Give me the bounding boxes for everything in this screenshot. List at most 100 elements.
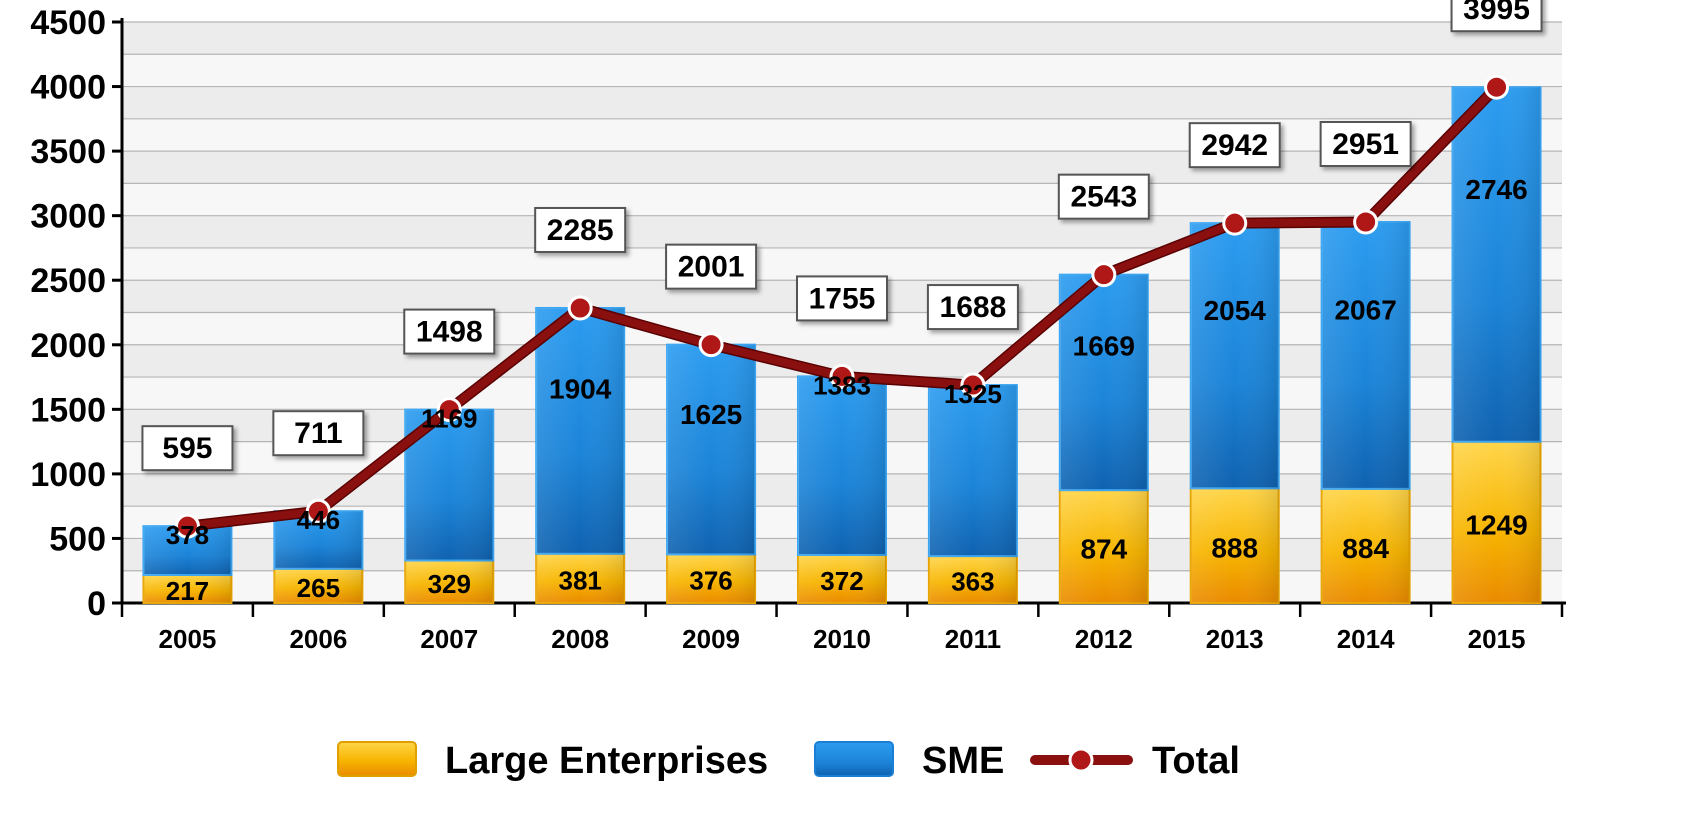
x-tick-label: 2012: [1075, 624, 1133, 654]
grid-band: [122, 183, 1562, 216]
label-sme-2015: 2746: [1465, 174, 1527, 205]
label-large-enterprises-2009: 376: [689, 566, 732, 596]
total-point-2013: [1222, 210, 1248, 236]
label-sme-2011: 1325: [944, 379, 1002, 409]
total-label-box-2015: [1450, 0, 1543, 33]
label-total-2014: 2951: [1332, 128, 1399, 161]
total-label-box-2009: [665, 243, 758, 290]
total-point-2014: [1353, 209, 1379, 235]
bar-shading-2010: [798, 376, 886, 603]
grid-band: [122, 54, 1562, 87]
label-large-enterprises-2005: 217: [166, 576, 209, 606]
label-total-2010: 1755: [809, 282, 876, 315]
x-tick-label: 2008: [551, 624, 609, 654]
label-large-enterprises-2013: 888: [1211, 533, 1258, 564]
x-tick-label: 2014: [1337, 624, 1395, 654]
total-label-box-2011: [926, 284, 1019, 331]
label-total-2009: 2001: [678, 251, 745, 284]
bar-shading-2007: [405, 409, 494, 603]
label-sme-2010: 1383: [813, 370, 871, 400]
legend-label-large-enterprises: Large Enterprises: [445, 740, 768, 782]
legend-swatch-total-marker: [1068, 747, 1094, 773]
label-total-2006: 711: [294, 417, 342, 450]
axes: 0 500 1000 1500 2000 2500 3000 3500 4000 4500 2005…: [30, 4, 1566, 654]
total-point-2011: [960, 372, 986, 398]
bar-shading-2014: [1321, 221, 1410, 604]
label-total-2005: 595: [162, 432, 212, 465]
x-tick-label: 2009: [682, 624, 740, 654]
total-point-2009: [698, 332, 724, 358]
label-sme-2007: 1169: [421, 404, 477, 434]
legend-label-total: Total: [1152, 740, 1240, 782]
label-total-2013: 2942: [1201, 129, 1268, 162]
total-label-box-2010: [796, 275, 888, 322]
total-point-2008: [567, 295, 593, 321]
label-total-2011: 1688: [940, 291, 1007, 324]
x-tick-label: 2015: [1468, 624, 1526, 654]
legend-label-sme: SME: [922, 740, 1004, 782]
label-sme-2008: 1904: [549, 374, 612, 405]
label-large-enterprises-2006: 265: [297, 573, 340, 603]
bar-shading-2011: [928, 385, 1017, 603]
y-tick-label: 1500: [30, 391, 106, 429]
bar-shading-2015: [1452, 87, 1541, 603]
label-sme-2009: 1625: [680, 399, 742, 430]
total-label-box-2013: [1188, 122, 1281, 169]
bar-shading-2008: [536, 307, 625, 603]
grid-band: [122, 86, 1562, 119]
y-tick-label: 2000: [30, 327, 106, 365]
label-large-enterprises-2010: 372: [820, 566, 863, 596]
x-tick-label: 2011: [945, 624, 1001, 654]
x-tick-label: 2006: [289, 624, 347, 654]
total-label-box-2014: [1319, 120, 1412, 167]
total-point-2006: [305, 498, 331, 524]
total-point-2005: [174, 513, 200, 539]
total-label-box-2007: [403, 308, 496, 355]
total-label-box-2006: [272, 410, 365, 457]
legend-swatch-large-enterprises: [337, 741, 417, 777]
label-total-2015: 3995: [1463, 0, 1530, 26]
label-large-enterprises-2011: 363: [951, 567, 994, 597]
total-point-2010: [829, 363, 855, 389]
total-line: [174, 74, 1510, 539]
y-tick-label: 1000: [30, 456, 106, 494]
label-sme-2014: 2067: [1334, 294, 1396, 325]
y-tick-label: 2500: [30, 262, 106, 300]
label-sme-2012: 1669: [1073, 331, 1135, 362]
grid-band: [122, 22, 1562, 55]
label-large-enterprises-2008: 381: [558, 565, 601, 595]
y-tick-label: 3000: [30, 198, 106, 236]
bar-shading-2005: [143, 526, 232, 603]
x-tick-label: 2005: [159, 624, 217, 654]
bar-shading-2013: [1190, 223, 1279, 604]
y-tick-label: 500: [49, 520, 106, 558]
total-point-2015: [1484, 74, 1510, 100]
y-tick-label: 4000: [30, 69, 106, 107]
label-large-enterprises-2007: 329: [428, 569, 471, 599]
label-total-2012: 2543: [1070, 181, 1137, 214]
legend: Large Enterprises SME Total: [337, 740, 1240, 782]
bar-shading-2006: [274, 511, 363, 603]
label-sme-2006: 446: [297, 505, 340, 535]
label-total-2007: 1498: [416, 316, 483, 349]
bar-shading-2009: [667, 344, 756, 603]
total-label-box-2012: [1057, 173, 1150, 220]
label-large-enterprises-2015: 1249: [1465, 509, 1527, 540]
label-large-enterprises-2012: 874: [1080, 534, 1127, 565]
y-tick-label: 3500: [30, 133, 106, 171]
label-sme-2013: 2054: [1204, 295, 1267, 326]
x-tick-label: 2013: [1206, 624, 1264, 654]
label-total-2008: 2285: [547, 214, 614, 247]
legend-swatch-sme: [814, 741, 894, 777]
total-point-2012: [1091, 262, 1117, 288]
x-tick-label: 2007: [420, 624, 478, 654]
bar-shading-2012: [1059, 274, 1148, 603]
label-sme-2005: 378: [166, 520, 209, 550]
bars: [142, 86, 1542, 605]
total-point-2007: [436, 397, 462, 423]
total-label-box-2005: [141, 425, 234, 472]
data-labels: 217 378 595 265 446 711 329 1169 1498 381 1904 2285…: [141, 0, 1543, 606]
label-large-enterprises-2014: 884: [1342, 533, 1389, 564]
total-label-box-2008: [534, 206, 627, 253]
y-tick-label: 0: [87, 585, 106, 623]
